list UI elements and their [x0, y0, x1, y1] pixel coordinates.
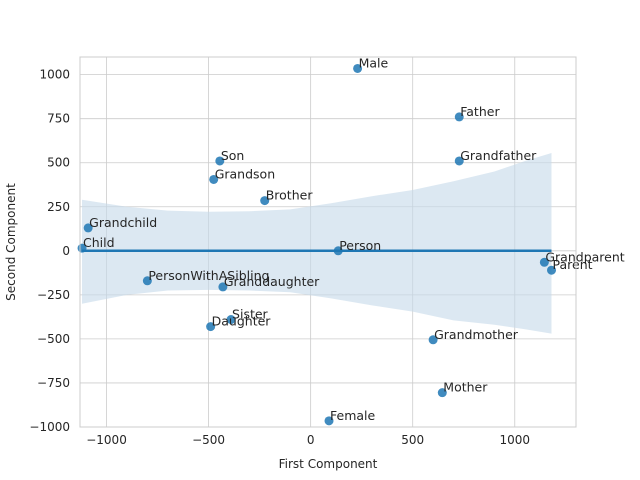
- point-label: Grandfather: [460, 148, 537, 163]
- point-label: Grandparent: [545, 249, 624, 264]
- x-tick-label: 500: [401, 433, 424, 447]
- y-tick-label: 750: [47, 112, 70, 126]
- point-label: Child: [83, 235, 115, 250]
- point-label: Person: [339, 238, 381, 253]
- point-label: Granddaughter: [224, 274, 320, 289]
- y-tick-label: −250: [37, 288, 70, 302]
- data-point: [454, 112, 464, 122]
- point-label: Daughter: [212, 314, 272, 329]
- y-tick-labels: −1000 −750 −500 −250 0 250 500 750 1000: [29, 68, 70, 434]
- point-labels: Male Father Son Grandfather Grandson Brother G…: [83, 55, 625, 422]
- data-point: [83, 223, 93, 233]
- point-label: Parent: [553, 257, 593, 272]
- y-tick-label: −750: [37, 376, 70, 390]
- plot-frame: [79, 56, 577, 428]
- data-point: [547, 265, 557, 275]
- data-point: [437, 388, 447, 398]
- data-point: [226, 315, 236, 325]
- data-points: [77, 63, 557, 426]
- data-point: [428, 335, 438, 345]
- x-axis-label: First Component: [279, 457, 378, 471]
- data-point: [333, 246, 343, 256]
- y-tick-label: −1000: [29, 420, 70, 434]
- point-label: Female: [330, 408, 376, 423]
- x-tick-label: 0: [307, 433, 315, 447]
- y-tick-label: −500: [37, 332, 70, 346]
- point-label: Brother: [266, 188, 314, 203]
- data-point: [206, 322, 216, 332]
- point-label: Male: [359, 55, 389, 70]
- point-label: Mother: [443, 380, 488, 395]
- point-label: Sister: [232, 307, 269, 322]
- y-tick-label: 500: [47, 156, 70, 170]
- data-point: [324, 416, 334, 426]
- data-point: [142, 276, 152, 286]
- data-point: [218, 282, 228, 292]
- y-tick-label: 250: [47, 200, 70, 214]
- y-axis-label: Second Component: [4, 183, 18, 301]
- x-tick-label: −1000: [86, 433, 127, 447]
- data-point: [454, 156, 464, 166]
- point-label: Grandmother: [434, 327, 519, 342]
- data-point: [539, 257, 549, 267]
- x-tick-label: −500: [192, 433, 225, 447]
- confidence-band-area: [82, 153, 552, 334]
- point-label: Grandchild: [89, 215, 157, 230]
- data-point: [353, 63, 363, 73]
- point-label: PersonWithASibling: [148, 268, 269, 283]
- x-tick-labels: −1000 −500 0 500 1000: [86, 433, 530, 447]
- confidence-band: [82, 153, 552, 334]
- point-label: Son: [221, 148, 245, 163]
- data-point: [209, 174, 219, 184]
- x-tick-label: 1000: [499, 433, 530, 447]
- point-label: Father: [460, 104, 500, 119]
- y-tick-label: 1000: [39, 68, 70, 82]
- data-point: [260, 196, 270, 206]
- y-tick-label: 0: [62, 244, 70, 258]
- data-point: [215, 156, 225, 166]
- point-label: Grandson: [215, 166, 275, 181]
